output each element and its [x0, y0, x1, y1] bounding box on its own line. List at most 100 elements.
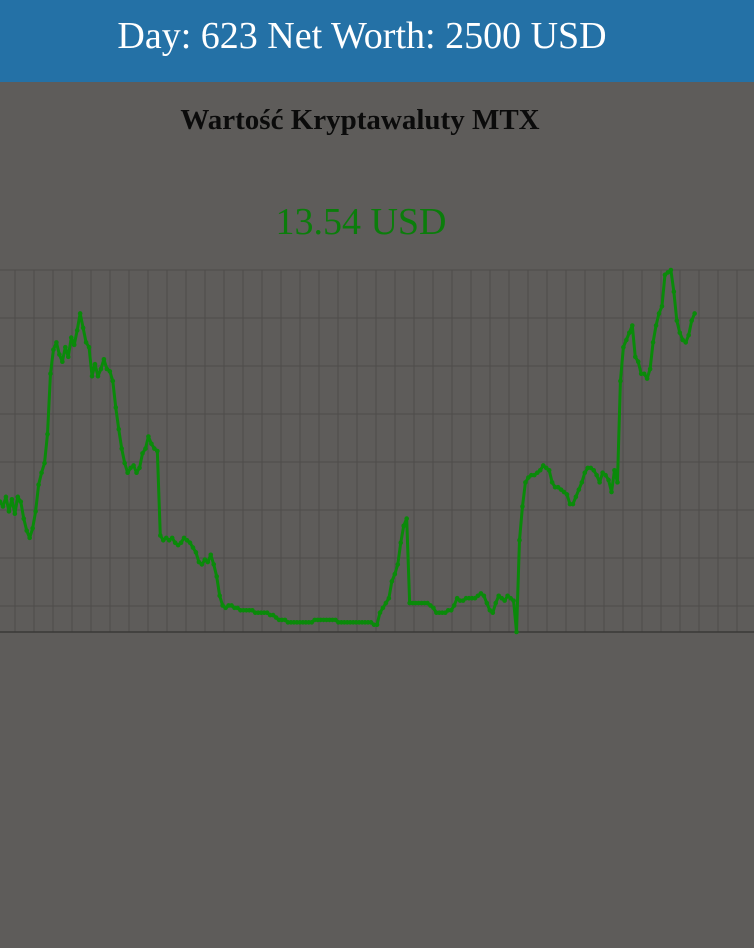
data-point: [659, 303, 665, 309]
data-point: [374, 622, 380, 628]
data-point: [597, 480, 602, 485]
data-point: [80, 325, 86, 331]
data-point: [514, 629, 519, 635]
data-point: [15, 494, 21, 500]
data-point: [95, 373, 101, 379]
data-point: [594, 472, 599, 478]
data-point: [30, 525, 35, 531]
data-point: [51, 347, 56, 352]
data-point: [110, 378, 116, 384]
data-point: [683, 340, 689, 345]
data-point: [107, 369, 113, 374]
data-point: [484, 600, 490, 606]
day-label: Day:: [117, 15, 192, 57]
data-point: [629, 323, 635, 328]
data-point: [668, 267, 674, 273]
data-point: [54, 340, 59, 345]
data-point: [205, 559, 211, 565]
status-text: Day: 623 Net Worth: 2500 USD: [117, 17, 606, 55]
data-point: [647, 366, 653, 372]
data-point: [155, 448, 160, 454]
data-point: [190, 545, 196, 550]
data-point: [674, 318, 680, 323]
data-point: [140, 451, 145, 456]
data-point: [33, 509, 38, 514]
data-point: [549, 480, 555, 485]
data-point: [632, 354, 638, 360]
data-point: [77, 311, 83, 316]
data-point: [656, 311, 662, 316]
data-point: [199, 562, 205, 567]
data-point: [537, 468, 543, 473]
data-point: [39, 470, 44, 476]
data-point: [576, 487, 582, 492]
networth-value: 2500: [445, 15, 522, 57]
data-point: [635, 359, 641, 365]
price-series-points: [0, 267, 697, 635]
data-point: [644, 376, 650, 381]
data-point: [570, 501, 576, 507]
data-point: [481, 593, 487, 599]
data-point: [493, 600, 499, 606]
data-point: [395, 562, 401, 567]
data-point: [71, 342, 77, 348]
data-point: [389, 579, 395, 584]
data-point: [169, 535, 175, 541]
chart-title: Wartość Kryptawaluty MTX: [180, 104, 540, 136]
data-point: [211, 562, 217, 567]
data-point: [27, 535, 32, 541]
data-point: [615, 480, 620, 485]
data-point: [134, 470, 139, 476]
data-point: [193, 550, 199, 555]
data-point: [74, 328, 80, 333]
data-point: [24, 528, 30, 533]
data-point: [0, 504, 6, 509]
data-point: [217, 593, 222, 599]
data-point: [119, 446, 125, 451]
networth-label: Net Worth:: [267, 15, 436, 57]
price-series-line: [0, 268, 697, 634]
data-point: [618, 378, 623, 384]
data-point: [677, 330, 683, 336]
data-point: [609, 489, 614, 495]
data-point: [641, 371, 647, 377]
data-point: [451, 603, 457, 608]
data-point: [63, 344, 68, 350]
data-point: [606, 477, 611, 483]
data-point: [564, 492, 570, 497]
data-point: [520, 504, 525, 509]
data-point: [383, 600, 389, 606]
data-point: [143, 446, 148, 451]
data-point: [21, 516, 27, 521]
data-point: [146, 434, 151, 439]
data-point: [36, 482, 41, 488]
data-point: [398, 540, 404, 546]
data-point: [3, 494, 9, 500]
data-point: [149, 441, 154, 447]
data-point: [116, 426, 122, 432]
day-value: 623: [200, 15, 258, 57]
data-point: [431, 605, 436, 611]
data-point: [214, 574, 220, 579]
data-point: [386, 595, 392, 601]
data-point: [6, 509, 12, 514]
data-point: [86, 344, 92, 350]
data-point: [98, 366, 104, 372]
data-point: [131, 463, 136, 468]
data-point: [686, 332, 691, 338]
status-bar: Day: 623 Net Worth: 2500 USD: [0, 0, 754, 82]
data-point: [490, 610, 496, 615]
data-point: [612, 468, 617, 473]
data-point: [57, 352, 62, 357]
data-point: [187, 540, 193, 546]
current-price: 13.54 USD: [275, 201, 447, 243]
data-point: [671, 289, 677, 295]
data-point: [377, 610, 383, 615]
data-point: [380, 605, 386, 611]
data-point: [692, 311, 697, 316]
data-point: [689, 318, 694, 323]
data-point: [401, 523, 407, 529]
data-point: [603, 472, 608, 478]
data-point: [89, 373, 95, 379]
